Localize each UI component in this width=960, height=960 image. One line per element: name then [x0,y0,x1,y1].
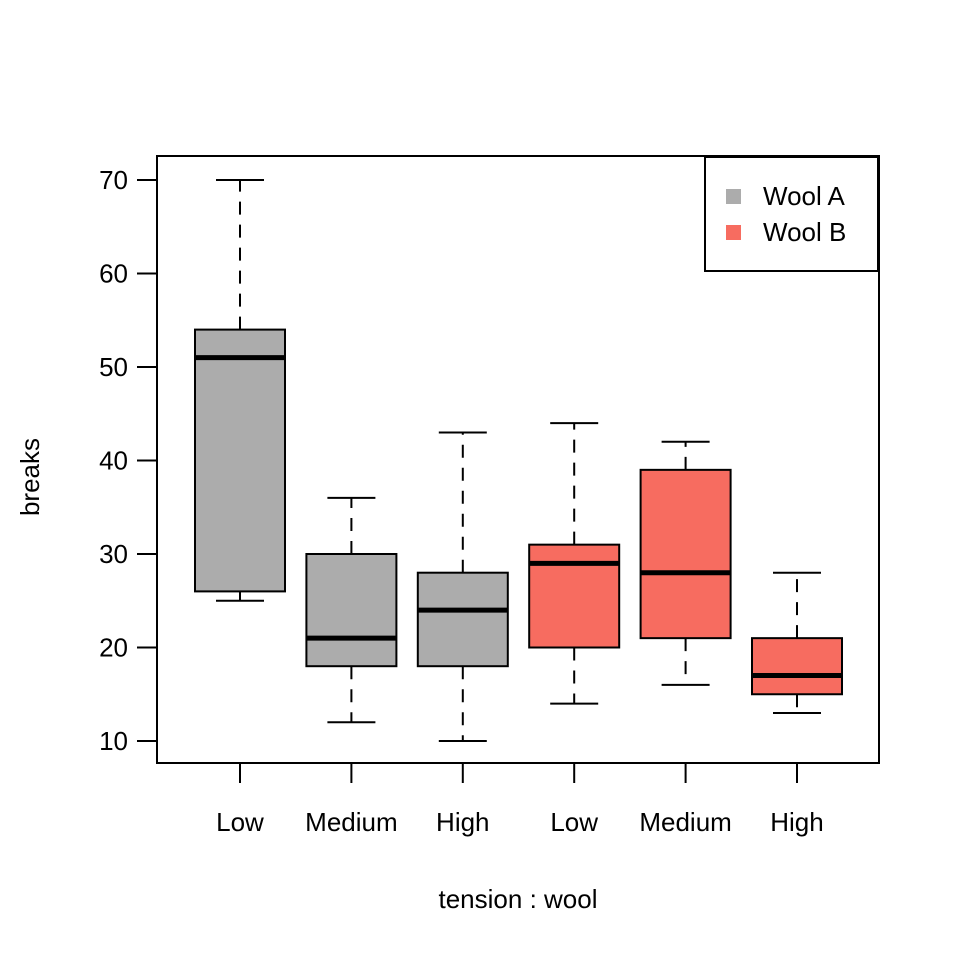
y-tick-label: 10 [99,726,128,756]
x-tick-label: Medium [639,807,731,837]
legend-label-wool-b: Wool B [763,217,847,247]
y-tick-label: 60 [99,259,128,289]
y-tick-label: 40 [99,446,128,476]
wool-a-swatch-icon [726,188,741,204]
x-tick-label: High [770,807,823,837]
box-wool-b-medium [639,468,732,640]
y-axis-title: breaks [15,437,45,517]
box-wool-a-medium [305,553,398,668]
legend-box: Wool A Wool B [704,156,879,272]
y-tick-label: 50 [99,352,128,382]
box-wool-b-high [751,637,843,696]
x-axis-title: tension : wool [438,884,598,914]
x-tick-label: Low [550,807,598,837]
x-tick-label: High [436,807,489,837]
box-wool-a-low [194,328,286,593]
legend-entry-wool-b: Wool B [726,214,877,250]
y-tick-label: 20 [99,633,128,663]
x-tick-label: Low [216,807,264,837]
y-tick-label: 70 [99,165,128,195]
box-wool-b-low [528,543,621,649]
legend-entry-wool-a: Wool A [726,178,877,214]
box-wool-a-high [416,571,509,668]
wool-b-swatch-icon [726,224,741,240]
x-tick-label: Medium [305,807,397,837]
y-tick-label: 30 [99,539,128,569]
legend-label-wool-a: Wool A [763,181,845,211]
